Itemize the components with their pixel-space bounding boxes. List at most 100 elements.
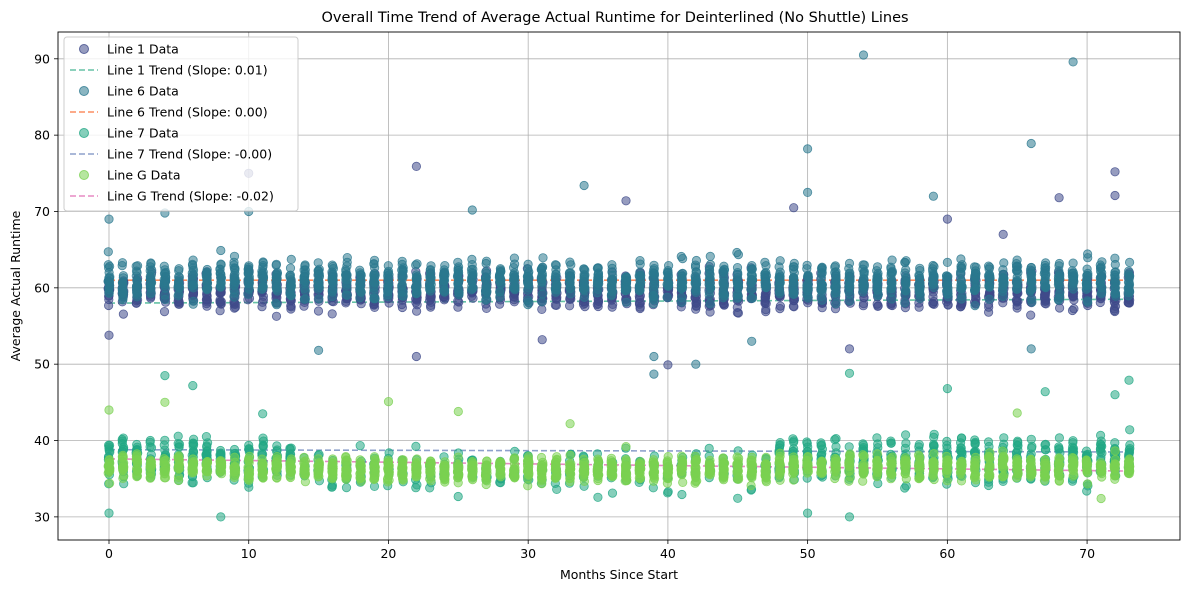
data-point [816,441,826,451]
data-point [956,433,967,443]
data-point [929,448,939,459]
data-point [453,265,463,276]
outlier-point [691,359,701,369]
data-point [145,266,155,276]
data-point [313,306,324,316]
outlier-point [663,360,673,370]
outlier-point [1110,390,1120,400]
data-point [201,466,211,476]
data-point [900,430,911,440]
data-point [984,294,994,304]
data-point [426,459,436,469]
data-point [927,264,938,274]
data-point [887,255,897,265]
data-point [552,466,562,477]
data-point [816,458,826,469]
data-point [216,259,226,269]
data-point [341,473,351,483]
data-point [230,288,240,298]
data-point [510,281,520,291]
data-point [187,281,197,291]
data-point [970,452,981,462]
outlier-point [104,214,114,224]
data-point [831,299,841,309]
data-point [341,482,352,493]
data-point [830,282,840,292]
data-point [887,459,897,469]
data-point [1110,253,1120,263]
data-point [761,267,771,278]
data-point [146,258,156,268]
data-point [105,478,115,488]
data-point [272,300,282,310]
data-point [105,272,115,282]
data-point [467,259,477,270]
data-point [201,283,212,294]
outlier-point [802,187,813,197]
data-point [719,264,729,274]
data-point [146,278,156,288]
data-point [523,481,533,491]
data-point [1110,289,1120,299]
data-point [412,259,422,269]
data-point [104,440,114,450]
data-point [300,464,310,474]
data-point [620,285,631,296]
data-point [370,454,380,465]
data-point [914,271,924,281]
data-point [941,271,952,281]
data-point [1041,439,1051,449]
data-point [425,268,436,278]
data-point [970,437,980,447]
data-point [299,283,310,293]
data-point [215,467,225,477]
data-point [831,433,841,444]
data-point [733,493,743,503]
data-point [285,286,296,296]
data-point [160,290,170,300]
data-point [607,488,618,498]
data-point [929,271,939,281]
data-point [411,306,422,316]
data-point [146,459,156,469]
data-point [439,463,449,473]
data-point [774,276,785,286]
outlier-point [104,330,114,340]
data-point [970,266,981,276]
data-point [104,263,114,273]
data-point [858,439,868,449]
data-point [844,280,855,290]
data-point [578,465,588,476]
data-point [341,290,351,300]
data-point [452,467,463,477]
data-point [383,459,393,469]
data-point [816,263,827,273]
data-point [160,466,170,476]
data-point [480,274,491,284]
data-point [802,468,812,478]
data-point [188,296,198,306]
data-point [313,467,323,477]
data-point [942,459,952,469]
data-point [705,299,715,309]
data-point [439,268,450,278]
outlier-point [411,351,421,362]
data-point [355,440,365,451]
data-point [789,289,799,299]
data-point [914,288,925,298]
data-point [746,480,756,491]
data-point [732,247,742,258]
data-point [383,286,393,296]
data-point [859,466,869,476]
data-point [286,462,296,472]
data-point [788,434,798,444]
data-point [816,466,826,477]
data-point [453,278,463,288]
data-point [104,288,114,298]
data-point [370,278,380,288]
data-point [258,257,268,267]
data-point [956,464,966,475]
data-point [145,442,155,452]
data-point [1069,304,1079,314]
data-points [103,50,1135,522]
